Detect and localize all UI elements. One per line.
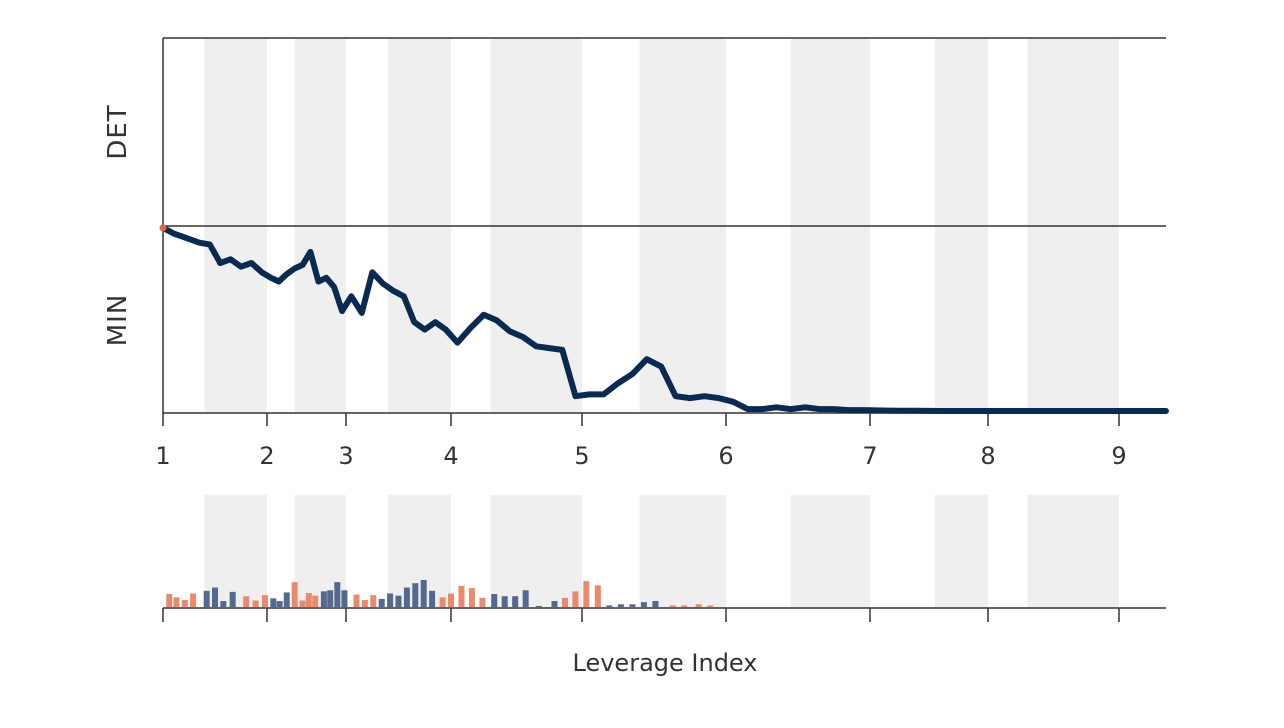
- bar-55: [707, 605, 714, 607]
- top-tick-label-8: 9: [1111, 442, 1126, 470]
- bar-44: [572, 591, 579, 607]
- bar-5: [212, 587, 218, 607]
- band-label-det: DET: [103, 104, 133, 159]
- bar-38: [501, 596, 508, 607]
- bar-45: [583, 581, 590, 607]
- bar-35: [468, 588, 475, 607]
- bar-30: [420, 580, 427, 607]
- top-tick-label-2: 3: [338, 442, 353, 470]
- shaded-region-bottom-6: [934, 495, 988, 608]
- bar-25: [378, 598, 385, 607]
- bar-33: [448, 593, 454, 607]
- bar-49: [629, 604, 636, 607]
- bar-4: [203, 590, 210, 607]
- bar-23: [361, 599, 368, 607]
- top-tick-label-6: 7: [862, 442, 877, 470]
- line-layer: [159, 224, 1169, 414]
- bar-32: [439, 597, 446, 607]
- bar-43: [561, 597, 568, 607]
- x-axis-title: Leverage Index: [573, 649, 758, 677]
- bar-24: [370, 595, 377, 607]
- top-tick-label-7: 8: [980, 442, 995, 470]
- bar-37: [491, 594, 498, 607]
- bar-7: [229, 591, 236, 607]
- bar-21: [341, 590, 348, 607]
- top-tick-label-3: 4: [443, 442, 458, 470]
- bar-19: [327, 590, 334, 607]
- bar-47: [606, 605, 613, 607]
- bar-26: [387, 593, 394, 607]
- series-start-marker: [159, 224, 167, 232]
- bar-48: [617, 604, 624, 607]
- top-tick-label-0: 1: [155, 442, 170, 470]
- bar-18: [320, 591, 327, 607]
- bar-53: [681, 605, 688, 607]
- bar-12: [276, 601, 283, 607]
- bar-28: [403, 587, 410, 607]
- bar-16: [305, 592, 312, 607]
- top-tick-label-1: 2: [259, 442, 274, 470]
- bar-15: [299, 600, 306, 607]
- top-tick-label-5: 6: [718, 442, 733, 470]
- bar-54: [695, 604, 702, 607]
- bar-29: [412, 583, 419, 607]
- bar-50: [640, 602, 647, 607]
- bar-22: [353, 594, 360, 607]
- bar-3: [190, 593, 197, 607]
- bar-0: [166, 594, 173, 607]
- bar-14: [291, 582, 298, 607]
- bar-11: [270, 598, 277, 607]
- bar-51: [652, 601, 659, 607]
- shaded-region-bottom-7: [1027, 495, 1119, 608]
- top-x-ticks: 1 2 3 4 5 6 7 8 9: [155, 413, 1127, 470]
- bars-layer: [166, 580, 714, 607]
- shaded-region-bottom-5: [790, 495, 870, 608]
- top-tick-label-4: 5: [574, 442, 589, 470]
- shaded-region-bottom-3: [490, 495, 582, 608]
- bar-40: [522, 590, 529, 607]
- bar-42: [551, 601, 558, 607]
- shaded-region-bottom-4: [639, 495, 726, 608]
- bar-13: [283, 592, 290, 607]
- bar-27: [395, 595, 402, 607]
- bar-39: [512, 596, 519, 607]
- bar-6: [220, 601, 227, 607]
- bar-17: [312, 595, 319, 607]
- bar-1: [173, 597, 180, 607]
- shaded-region-bottom-2: [388, 495, 451, 608]
- bottom-x-ticks: [162, 608, 1120, 622]
- main-series-line: [160, 224, 1169, 414]
- bar-46: [594, 585, 601, 607]
- bar-10: [261, 595, 268, 607]
- bar-31: [429, 590, 436, 607]
- bar-52: [669, 605, 676, 607]
- bar-41: [535, 605, 542, 607]
- bar-36: [479, 597, 486, 607]
- band-label-min: MIN: [103, 294, 133, 347]
- bar-8: [243, 596, 250, 607]
- bar-9: [252, 600, 259, 607]
- bar-2: [181, 599, 188, 607]
- bar-34: [458, 585, 465, 607]
- bottom-shaded-regions: [204, 495, 1119, 608]
- bar-20: [334, 582, 341, 607]
